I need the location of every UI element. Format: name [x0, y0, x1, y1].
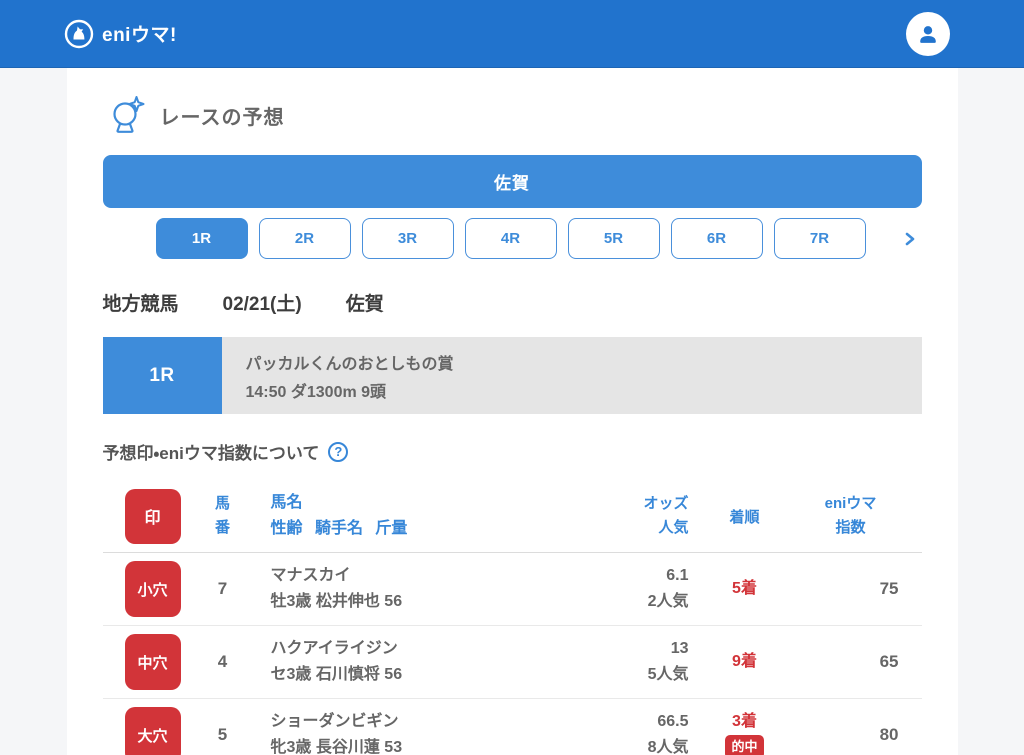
eniuma-index: 80	[879, 725, 899, 744]
table-row[interactable]: 中穴 4 ハクアイライジン セ3歳 石川慎将 56 13 5人気 9着 65	[102, 626, 922, 699]
race-conditions: 14:50 ダ1300m 9頭	[245, 383, 387, 401]
horse-name-cell: ショーダンビギン 牝3歳 長谷川蓮 53	[263, 709, 579, 755]
popularity: 2人気	[647, 593, 689, 610]
main-card: レースの予想 佐賀 1R 2R 3R 4R 5R 6R 7R 地方競馬 02/2…	[66, 68, 958, 755]
user-avatar-button[interactable]	[906, 11, 950, 56]
prediction-mark-badge: 大穴	[124, 707, 181, 755]
brand-logo-text: eniウマ!	[102, 25, 177, 46]
meta-category: 地方競馬	[102, 294, 179, 315]
chevron-right-icon	[902, 230, 918, 248]
race-tabs: 1R 2R 3R 4R 5R 6R 7R	[103, 218, 922, 259]
result-cell: 5着	[689, 578, 801, 600]
horse-number: 4	[217, 652, 228, 671]
eniuma-index: 75	[879, 579, 899, 598]
race-tab-6r[interactable]: 6R	[670, 218, 763, 259]
horse-name: マナスカイ	[270, 567, 351, 585]
app-header: eniウマ!	[0, 0, 1024, 68]
odds-cell: 6.1 2人気	[579, 563, 689, 614]
horse-name: ハクアイライジン	[270, 640, 398, 658]
horse-logo-icon	[64, 19, 94, 49]
result-cell: 3着 的中	[689, 711, 801, 755]
tabs-scroll-right-button[interactable]	[898, 226, 922, 252]
venue-button[interactable]: 佐賀	[102, 155, 922, 208]
page-title-row: レースの予想	[103, 94, 922, 136]
race-tab-5r[interactable]: 5R	[567, 218, 660, 259]
finish-position: 5着	[732, 579, 757, 597]
race-info: パッカルくんのおとしもの賞 14:50 ダ1300m 9頭	[222, 337, 454, 414]
horse-profile: 牝3歳 長谷川蓮 53	[270, 739, 403, 755]
eniuma-index: 65	[879, 652, 899, 671]
col-header-name: 馬名 性齢 騎手名 斤量	[270, 494, 408, 537]
popularity: 8人気	[647, 739, 689, 755]
result-cell: 9着	[689, 651, 801, 673]
table-header-row: 印 馬 番 馬名 性齢 騎手名 斤量 オッズ 人気 着順 eniウマ 指数	[102, 480, 922, 553]
mark-header-badge: 印	[124, 488, 181, 544]
horse-profile: 牡3歳 松井伸也 56	[270, 593, 403, 610]
odds-value: 6.1	[666, 567, 689, 585]
race-tab-1r[interactable]: 1R	[155, 218, 248, 259]
race-banner: 1R パッカルくんのおとしもの賞 14:50 ダ1300m 9頭	[102, 337, 922, 414]
horse-number: 7	[217, 579, 228, 598]
page-title: レースの予想	[159, 106, 285, 129]
odds-value: 66.5	[657, 713, 689, 731]
race-tab-4r[interactable]: 4R	[464, 218, 557, 259]
help-icon[interactable]: ?	[328, 441, 349, 462]
horse-profile: セ3歳 石川慎将 56	[270, 666, 403, 683]
horse-name-cell: ハクアイライジン セ3歳 石川慎将 56	[263, 636, 579, 687]
odds-value: 13	[670, 640, 689, 658]
person-icon	[915, 21, 941, 47]
col-header-number: 馬 番	[214, 495, 230, 536]
meta-venue: 佐賀	[345, 294, 384, 315]
odds-cell: 66.5 8人気	[579, 709, 689, 755]
horse-name-cell: マナスカイ 牡3歳 松井伸也 56	[263, 563, 579, 614]
prediction-mark-badge: 中穴	[124, 634, 181, 690]
col-header-index: eniウマ 指数	[824, 495, 877, 536]
finish-position: 9着	[732, 652, 757, 670]
prediction-table: 印 馬 番 馬名 性齢 騎手名 斤量 オッズ 人気 着順 eniウマ 指数 小穴	[102, 480, 922, 755]
about-label: 予想印・eniウマ指数について	[102, 444, 320, 463]
horse-name: ショーダンビギン	[270, 713, 399, 731]
horse-number: 5	[217, 725, 228, 744]
race-tab-7r[interactable]: 7R	[773, 218, 866, 259]
col-header-odds: オッズ 人気	[643, 495, 689, 536]
prediction-mark-badge: 小穴	[124, 561, 181, 617]
hit-badge: 的中	[725, 735, 764, 755]
odds-cell: 13 5人気	[579, 636, 689, 687]
crystal-ball-icon	[109, 94, 145, 136]
race-meta-row: 地方競馬 02/21(土) 佐賀	[103, 289, 922, 316]
popularity: 5人気	[647, 666, 689, 683]
race-tab-3r[interactable]: 3R	[361, 218, 454, 259]
table-row[interactable]: 小穴 7 マナスカイ 牡3歳 松井伸也 56 6.1 2人気 5着 75	[102, 553, 922, 626]
col-header-result: 着順	[729, 508, 760, 526]
finish-position: 3着	[732, 712, 757, 730]
meta-date: 02/21(土)	[222, 294, 302, 315]
race-tab-2r[interactable]: 2R	[258, 218, 351, 259]
race-title: パッカルくんのおとしもの賞	[245, 355, 454, 373]
brand-logo[interactable]: eniウマ!	[64, 19, 177, 49]
about-row: 予想印・eniウマ指数について ?	[103, 439, 922, 464]
table-row[interactable]: 大穴 5 ショーダンビギン 牝3歳 長谷川蓮 53 66.5 8人気 3着 的中…	[103, 699, 922, 755]
race-number-block: 1R	[102, 337, 222, 414]
